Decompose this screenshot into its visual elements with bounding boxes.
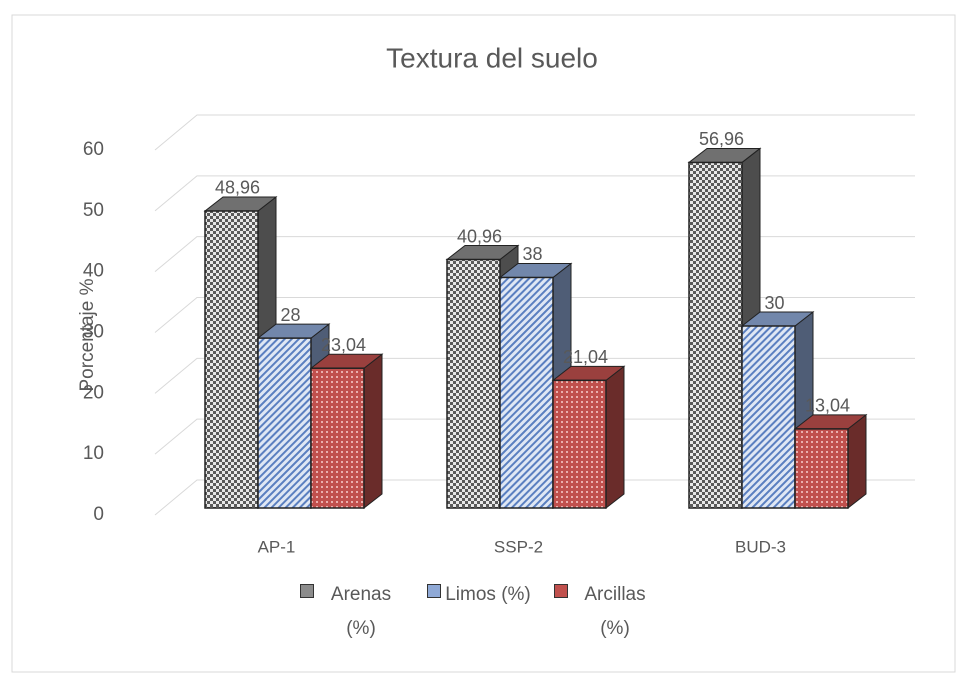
legend-label: Arenas (%) [330,584,392,639]
bar [794,428,849,509]
x-tick-label: BUD-3 [735,537,786,556]
bar-3d [309,353,384,510]
grid-line [154,114,915,151]
y-tick-label: 40 [83,261,104,282]
legend-item: Arenas (%) [300,578,405,646]
x-tick-label: SSP-2 [494,537,543,556]
legend-swatch [300,584,314,598]
y-tick-label: 50 [83,200,104,221]
bar-3d [551,365,626,510]
legend-swatch [554,584,568,598]
x-tick-label: AP-1 [258,537,296,556]
grid-line [154,175,915,212]
data-label: 56,96 [699,129,744,149]
y-axis-label: Porcentaje % [77,278,98,391]
legend-item: Arcillas (%) [554,578,659,646]
data-label: 30 [764,293,784,313]
frame [11,14,956,673]
bar [310,367,365,509]
grid-line [154,357,915,394]
grid-line [154,418,915,455]
data-label: 48,96 [215,178,260,198]
bar [741,325,796,509]
bar [552,379,607,509]
bar-3d [793,413,868,510]
y-tick-label: 20 [83,382,104,403]
data-label: 38 [522,244,542,264]
legend: Arenas (%) Limos (%) Arcillas (%) [300,578,659,646]
bar [446,258,501,509]
legend-item: Limos (%) [427,578,532,646]
bar-side [605,365,625,510]
bar [499,276,554,509]
legend-swatch [427,584,441,598]
y-tick-label: 10 [83,443,104,464]
data-label: 23,04 [321,335,366,355]
bar [688,161,743,509]
grid-line [154,236,915,273]
data-label: 40,96 [457,226,502,246]
legend-label: Limos (%) [445,584,531,605]
data-label: 13,04 [805,396,850,416]
y-tick-label: 30 [83,322,104,343]
data-label: 21,04 [563,347,608,367]
data-label: 28 [280,305,300,325]
y-tick-label: 0 [93,504,104,525]
legend-label: Arcillas (%) [584,584,646,639]
grid-line [154,479,915,516]
bar-side [847,413,867,510]
bar-3d [687,147,762,510]
bar [257,337,312,509]
chart-title: Textura del suelo [386,42,598,73]
y-tick-label: 60 [83,139,104,160]
bar [204,210,259,509]
bar-side [363,353,383,510]
grid-line [154,297,915,333]
